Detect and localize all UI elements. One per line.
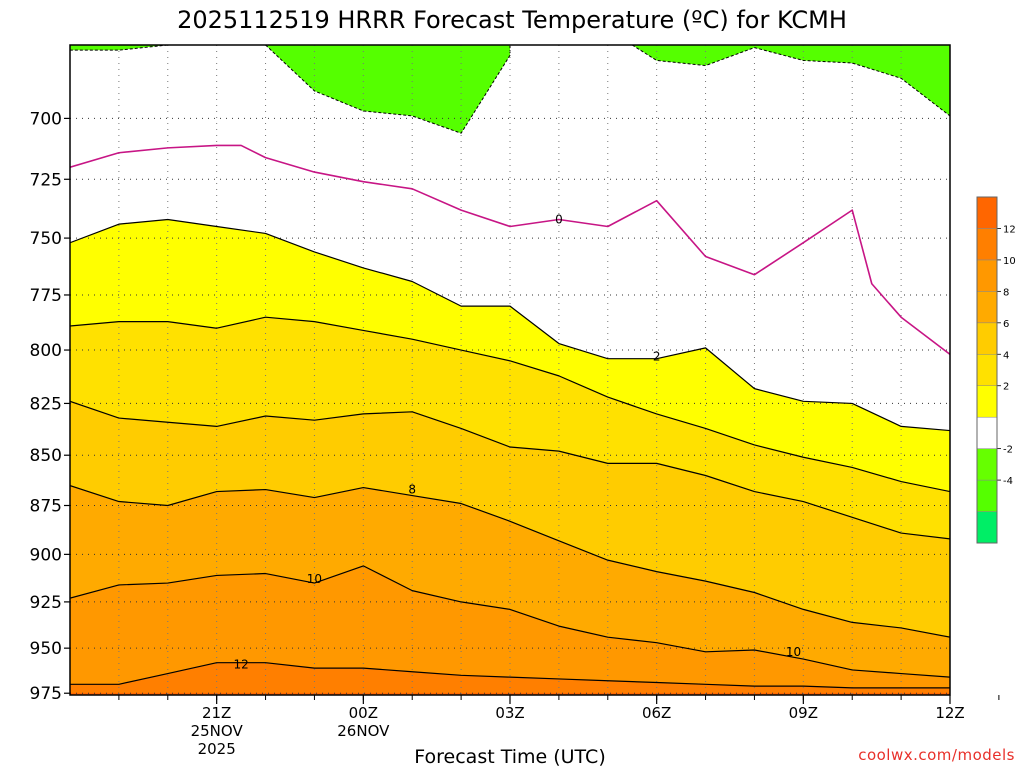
colorbar-frame: [976, 196, 998, 544]
cb-11: [976, 196, 998, 229]
xtick-label-17-0: 12Z: [935, 704, 964, 722]
ytick-label-725: 725: [30, 170, 62, 190]
grid-lines: [70, 45, 950, 695]
cb-6-label: 4: [1003, 350, 1009, 361]
cb-8: [976, 291, 998, 324]
xtick-label-5-0: 00Z: [349, 704, 378, 722]
ytick-label-750: 750: [30, 229, 62, 249]
chart-title: 2025112519 HRRR Forecast Temperature (ºC…: [177, 6, 847, 34]
contour-2c: [70, 218, 950, 432]
neg2-region-1: [264, 45, 511, 134]
contour-10c: [70, 565, 950, 678]
cb-8-label: 8: [1003, 287, 1009, 298]
ytick-label-700: 700: [30, 109, 62, 129]
cb-10: [976, 228, 998, 261]
xtick-label-14-0: 09Z: [789, 704, 818, 722]
contour-8c: [70, 484, 950, 638]
cb-9-label: 10: [1003, 256, 1016, 267]
ytick-label-800: 800: [30, 341, 62, 361]
cb-6: [976, 354, 998, 386]
contour-6c: [70, 400, 950, 540]
ytick-label-850: 850: [30, 446, 62, 466]
xtick-label-8-0: 03Z: [495, 704, 524, 722]
clabel-12: 12: [233, 658, 248, 672]
contour-4c: [70, 316, 950, 493]
clabel-0: 0: [555, 212, 563, 226]
x-axis-label: Forecast Time (UTC): [414, 746, 605, 768]
neg4-region-1: [949, 45, 950, 51]
clabel-2: 2: [653, 350, 661, 364]
ytick-label-775: 775: [30, 286, 62, 306]
xtick-label-5-1: 26NOV: [337, 722, 390, 740]
xtick-label-2-0: 21Z: [202, 704, 231, 722]
xtick-label-2-1: 25NOV: [191, 722, 244, 740]
ytick-label-925: 925: [30, 593, 62, 613]
cb-3: [976, 448, 998, 481]
cb-1: [976, 511, 998, 544]
y-axis: 700 725 750 775 800 825 850 875 900 925 950 975: [30, 109, 70, 704]
xtick-label-2-2: 2025: [198, 740, 236, 758]
contour-lines: [70, 144, 950, 689]
cb-2: [976, 479, 998, 512]
cb-5: [976, 385, 998, 418]
cb-3-label: -2: [1003, 445, 1013, 456]
cb-9: [976, 259, 998, 292]
clabel-10b: 10: [786, 645, 801, 659]
credit-text: coolwx.com/models: [858, 746, 1015, 764]
neg2-region-2: [70, 45, 168, 51]
ytick-label-875: 875: [30, 496, 62, 516]
cb-5-label: 2: [1003, 382, 1009, 393]
colorbar: -4 -2 2 4 6 8 10 12: [976, 196, 1016, 544]
cold-regions: [70, 45, 950, 134]
clabel-8: 8: [408, 483, 416, 497]
cb-7: [976, 322, 998, 355]
clabel-10a: 10: [307, 572, 322, 586]
cb-7-label: 6: [1003, 319, 1009, 330]
contour-labels: 0 2 8 10 10 12: [233, 212, 801, 672]
ytick-label-900: 900: [30, 545, 62, 565]
cb-10-label: 12: [1003, 224, 1016, 235]
ytick-label-950: 950: [30, 639, 62, 659]
contour-12c: [70, 662, 950, 689]
plot-area: 0 2 8 10 10 12: [70, 45, 950, 695]
contour-bands: [70, 45, 950, 695]
ytick-label-825: 825: [30, 394, 62, 414]
ytick-label-975: 975: [30, 684, 62, 704]
cb-2-label: -4: [1003, 476, 1013, 487]
contour-0c: [70, 144, 950, 356]
xtick-label-11-0: 06Z: [642, 704, 671, 722]
neg2-region-3: [631, 45, 950, 117]
cb-4: [976, 416, 998, 449]
